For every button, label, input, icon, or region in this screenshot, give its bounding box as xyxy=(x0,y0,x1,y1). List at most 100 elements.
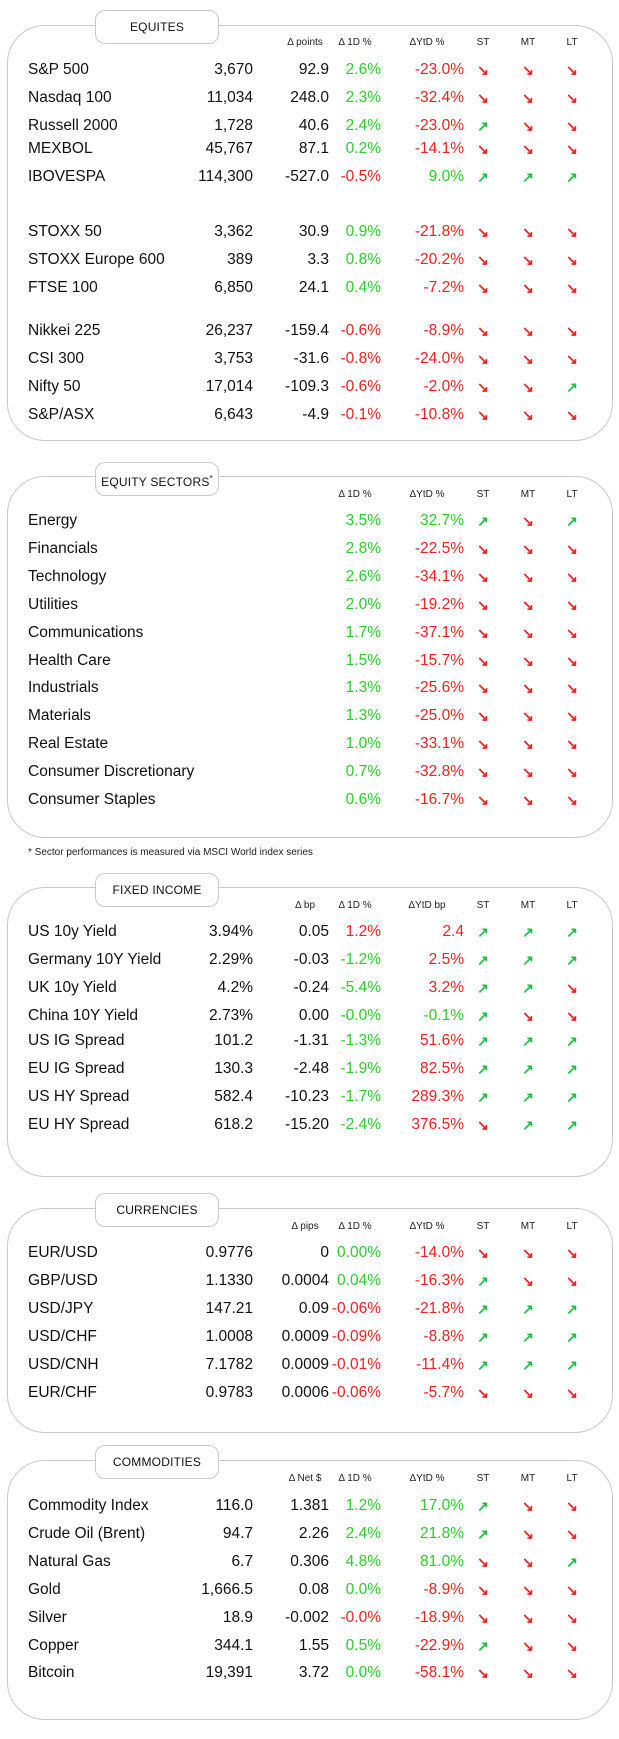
level-value: 3.94% xyxy=(209,923,253,940)
table-row: Technology 2.6% -34.1% ↘ ↘ ↘ xyxy=(7,565,613,589)
instrument-name: Materials xyxy=(28,707,91,725)
ytd-change: -2.0% xyxy=(423,377,465,395)
change-value: -0.03 xyxy=(293,950,329,968)
table-row: Nasdaq 100 11,034 248.0 2.3% -32.4% ↘ ↘ ↘ xyxy=(7,86,613,110)
currencies-st-header: ST xyxy=(476,1221,490,1232)
trend-up-arrow-icon: ↗ xyxy=(522,979,534,996)
one-day-change: 1.2% xyxy=(345,923,381,940)
change-value: 0.0004 xyxy=(281,1271,329,1289)
one-day-change: -0.6% xyxy=(340,377,382,395)
one-day-change: -0.09% xyxy=(331,1327,381,1345)
table-row: Bitcoin 19,391 3.72 0.0% -58.1% ↘ ↘ ↘ xyxy=(7,1661,613,1685)
table-row: EUR/USD 0.9776 0 0.00% -14.0% ↘ ↘ ↘ xyxy=(7,1241,613,1265)
instrument-name: Nifty 50 xyxy=(28,377,81,395)
trend-down-arrow-icon: ↘ xyxy=(566,680,578,697)
ytd-change: 289.3% xyxy=(411,1087,464,1105)
trend-down-arrow-icon: ↘ xyxy=(566,624,578,641)
trend-down-arrow-icon: ↘ xyxy=(566,764,578,781)
change-value: 24.1 xyxy=(298,278,329,296)
one-day-change: 1.5% xyxy=(345,651,381,669)
trend-down-arrow-icon: ↘ xyxy=(522,1553,534,1570)
level-value: 6.7 xyxy=(231,1552,253,1570)
instrument-name: Industrials xyxy=(28,679,99,697)
trend-down-arrow-icon: ↘ xyxy=(566,323,578,339)
trend-down-arrow-icon: ↘ xyxy=(566,1007,578,1024)
equities-d1-header: Δ 1D % xyxy=(338,37,372,48)
trend-down-arrow-icon: ↘ xyxy=(477,1116,489,1133)
instrument-name: Consumer Discretionary xyxy=(28,763,195,781)
table-row: Gold 1,666.5 0.08 0.0% -8.9% ↘ ↘ ↘ xyxy=(7,1578,613,1602)
table-row: US IG Spread 101.2 -1.31 -1.3% 51.6% ↗ ↗ ↗ xyxy=(7,1029,613,1053)
change-value: -10.23 xyxy=(285,1087,329,1105)
trend-down-arrow-icon: ↘ xyxy=(522,141,534,157)
level-value: 1.0008 xyxy=(205,1327,253,1345)
change-value: -109.3 xyxy=(285,377,329,395)
instrument-name: EUR/CHF xyxy=(28,1383,97,1401)
trend-down-arrow-icon: ↘ xyxy=(522,680,534,697)
table-row: Communications 1.7% -37.1% ↘ ↘ ↘ xyxy=(7,621,613,645)
one-day-change: 4.8% xyxy=(345,1552,381,1570)
table-row: US 10y Yield 3.94% 0.05 1.2% 2.4 ↗ ↗ ↗ xyxy=(7,920,613,944)
instrument-name: Consumer Staples xyxy=(28,791,156,808)
trend-down-arrow-icon: ↘ xyxy=(522,1581,534,1598)
sectors-panel xyxy=(7,476,613,838)
table-row: CSI 300 3,753 -31.6 -0.8% -24.0% ↘ ↘ ↘ xyxy=(7,347,613,371)
change-value: 92.9 xyxy=(298,61,329,78)
change-value: 0.0009 xyxy=(281,1327,329,1345)
instrument-name: EU IG Spread xyxy=(28,1059,125,1077)
trend-up-arrow-icon: ↗ xyxy=(566,1033,578,1049)
ytd-change: -37.1% xyxy=(414,623,464,641)
level-value: 147.21 xyxy=(205,1299,253,1317)
one-day-change: -0.0% xyxy=(340,1006,382,1024)
level-value: 114,300 xyxy=(198,167,253,185)
table-row: Industrials 1.3% -25.6% ↘ ↘ ↘ xyxy=(7,676,613,700)
trend-down-arrow-icon: ↘ xyxy=(522,378,534,395)
ytd-change: -22.5% xyxy=(414,539,464,557)
one-day-change: -1.3% xyxy=(340,1032,382,1049)
equities-mt-header: MT xyxy=(520,37,536,48)
instrument-name: Financials xyxy=(28,539,98,557)
instrument-name: Crude Oil (Brent) xyxy=(28,1524,146,1542)
table-row: Real Estate 1.0% -33.1% ↘ ↘ ↘ xyxy=(7,732,613,756)
trend-down-arrow-icon: ↘ xyxy=(522,1498,534,1514)
table-row: Utilities 2.0% -19.2% ↘ ↘ ↘ xyxy=(7,593,613,617)
one-day-change: 2.0% xyxy=(345,595,381,613)
one-day-change: 2.6% xyxy=(345,61,381,78)
change-value: 0 xyxy=(320,1244,329,1261)
instrument-name: Utilities xyxy=(28,595,78,613)
table-row: Copper 344.1 1.55 0.5% -22.9% ↗ ↘ ↘ xyxy=(7,1634,613,1658)
ytd-change: -16.7% xyxy=(414,791,464,808)
change-value: -527.0 xyxy=(285,167,329,185)
level-value: 94.7 xyxy=(222,1524,253,1542)
trend-up-arrow-icon: ↗ xyxy=(522,1356,534,1373)
trend-down-arrow-icon: ↘ xyxy=(566,350,578,367)
change-value: 1.381 xyxy=(290,1497,329,1514)
instrument-name: Nasdaq 100 xyxy=(28,88,112,106)
instrument-name: USD/CHF xyxy=(28,1327,97,1345)
instrument-name: Natural Gas xyxy=(28,1552,111,1570)
commodities-panel xyxy=(7,1460,613,1720)
instrument-name: China 10Y Yield xyxy=(28,1006,139,1024)
equities-panel xyxy=(7,25,613,441)
fixed-income-tab: FIXED INCOME xyxy=(95,873,219,907)
trend-down-arrow-icon: ↘ xyxy=(477,224,489,240)
trend-down-arrow-icon: ↘ xyxy=(522,764,534,781)
ytd-change: -15.7% xyxy=(414,651,464,669)
currencies-lt-header: LT xyxy=(566,1221,578,1232)
one-day-change: 2.8% xyxy=(345,539,381,557)
trend-up-arrow-icon: ↗ xyxy=(477,1272,489,1289)
ytd-change: -20.2% xyxy=(414,250,464,268)
trend-down-arrow-icon: ↘ xyxy=(522,1007,534,1024)
one-day-change: 0.8% xyxy=(345,250,381,268)
table-row: Financials 2.8% -22.5% ↘ ↘ ↘ xyxy=(7,537,613,561)
trend-up-arrow-icon: ↗ xyxy=(522,924,534,940)
trend-down-arrow-icon: ↘ xyxy=(477,1384,489,1401)
level-value: 6,643 xyxy=(214,405,253,423)
change-value: 0.09 xyxy=(298,1299,329,1317)
trend-up-arrow-icon: ↗ xyxy=(566,513,578,529)
trend-down-arrow-icon: ↘ xyxy=(522,1384,534,1401)
one-day-change: 2.6% xyxy=(345,567,381,585)
table-row: Crude Oil (Brent) 94.7 2.26 2.4% 21.8% ↗ ↘ ↘ xyxy=(7,1522,613,1546)
change-value: 0.08 xyxy=(298,1580,329,1598)
trend-down-arrow-icon: ↘ xyxy=(522,596,534,613)
